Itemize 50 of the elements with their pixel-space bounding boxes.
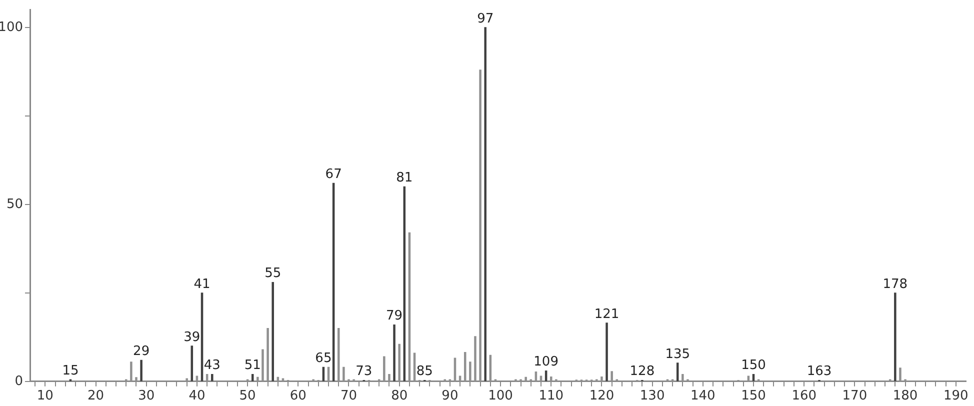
annotation: 39 xyxy=(184,330,200,345)
x-tick-label: 160 xyxy=(792,388,817,404)
x-tick-label: 190 xyxy=(943,388,968,404)
x-tick-label: 150 xyxy=(741,388,766,404)
bar xyxy=(484,27,486,382)
x-tick-label: 40 xyxy=(188,388,206,404)
annotation: 97 xyxy=(477,11,494,26)
annotation: 128 xyxy=(630,364,655,380)
annotation: 178 xyxy=(882,276,908,292)
x-tick-label: 10 xyxy=(36,388,54,404)
x-tick-label: 130 xyxy=(640,388,665,404)
annotation: 85 xyxy=(416,364,433,380)
annotation: 43 xyxy=(204,358,220,374)
y-tick-label: 0 xyxy=(14,374,23,389)
annotation: 41 xyxy=(194,276,210,292)
annotation: 29 xyxy=(133,344,150,360)
bar xyxy=(606,322,608,382)
x-tick-label: 110 xyxy=(538,388,564,404)
x-tick-label: 20 xyxy=(88,388,104,404)
x-tick-label: 90 xyxy=(442,388,458,404)
annotation: 79 xyxy=(386,308,403,324)
annotation: 135 xyxy=(665,346,690,362)
bar xyxy=(393,324,396,382)
x-tick-label: 100 xyxy=(488,388,513,404)
bar xyxy=(894,292,896,382)
annotation: 15 xyxy=(62,364,79,379)
x-tick-label: 50 xyxy=(239,388,256,404)
annotation: 81 xyxy=(396,170,413,186)
bar xyxy=(211,374,214,382)
x-tick-label: 170 xyxy=(842,388,868,404)
x-tick-label: 120 xyxy=(589,388,614,404)
annotation: 73 xyxy=(356,364,372,380)
annotation: 163 xyxy=(806,364,832,380)
annotation: 67 xyxy=(325,167,342,182)
annotation: 65 xyxy=(315,351,332,366)
annotation: 121 xyxy=(594,306,620,322)
annotation: 55 xyxy=(264,266,282,282)
annotation: 150 xyxy=(741,358,766,374)
x-tick-label: 140 xyxy=(690,388,716,404)
bar xyxy=(140,360,142,382)
y-tick-label: 50 xyxy=(6,196,23,212)
annotation: 51 xyxy=(244,358,261,374)
x-tick-label: 80 xyxy=(391,388,408,404)
annotation: 109 xyxy=(534,354,558,370)
y-tick-label: 100 xyxy=(0,20,23,35)
x-tick-label: 30 xyxy=(138,388,155,404)
x-tick-label: 60 xyxy=(290,388,306,404)
x-tick-label: 70 xyxy=(340,388,358,404)
bar xyxy=(272,282,274,382)
x-tick-label: 180 xyxy=(892,388,918,404)
